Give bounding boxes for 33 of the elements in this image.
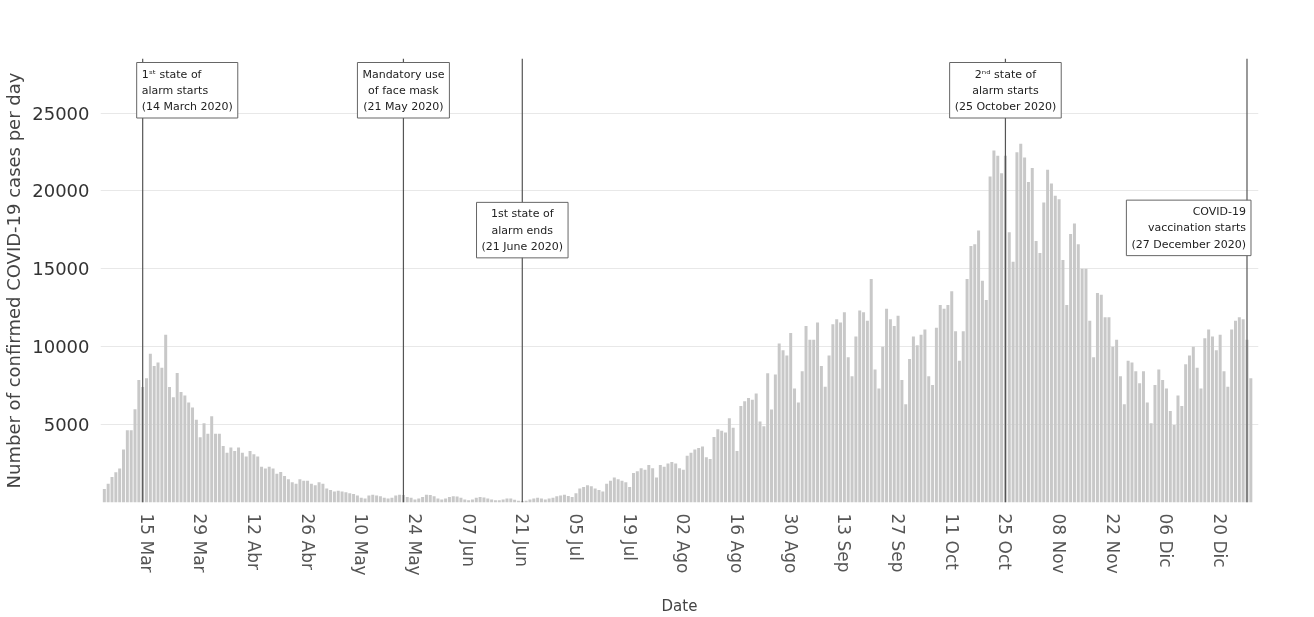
x-tick-label: 26 Abr xyxy=(297,513,318,570)
x-tick-label: 06 Dic xyxy=(1156,513,1177,568)
x-tick-label: 21 Jun xyxy=(512,513,533,568)
y-tick-label: 15000 xyxy=(32,258,90,280)
y-tick-label: 5000 xyxy=(43,414,90,436)
x-tick-label: 24 May xyxy=(404,513,425,576)
y-axis-title: Number of confirmed COVID-19 cases per day xyxy=(3,72,25,489)
ref-line-label: 2ⁿᵈ state of alarm starts (25 October 2020) xyxy=(954,67,1057,113)
x-tick-label: 10 May xyxy=(351,513,372,576)
x-tick-label: 27 Sep xyxy=(888,513,909,573)
x-tick-label: 12 Abr xyxy=(243,513,264,570)
x-tick-label: 20 Dic xyxy=(1210,513,1231,568)
ref-line-label: Mandatory use of face mask (21 May 2020) xyxy=(362,67,445,113)
ref-line-label: 1ˢᵗ state of alarm starts (14 March 2020) xyxy=(141,67,233,113)
y-tick-label: 10000 xyxy=(32,336,90,358)
x-tick-label: 02 Ago xyxy=(673,513,694,574)
x-tick-label: 22 Nov xyxy=(1102,513,1123,574)
ref-line-label: 1st state of alarm ends (21 June 2020) xyxy=(481,207,564,253)
x-tick-label: 19 Jul xyxy=(619,513,640,562)
x-tick-label: 15 Mar xyxy=(136,513,157,573)
x-tick-label: 07 Jun xyxy=(458,513,479,568)
x-tick-label: 30 Ago xyxy=(780,513,801,574)
x-tick-label: 08 Nov xyxy=(1049,513,1070,574)
x-tick-label: 29 Mar xyxy=(190,513,211,573)
x-tick-label: 16 Ago xyxy=(727,513,748,574)
x-tick-label: 05 Jul xyxy=(565,513,586,562)
x-axis-title: Date xyxy=(661,596,698,615)
x-tick-label: 11 Oct xyxy=(941,513,962,571)
x-tick-label: 25 Oct xyxy=(995,513,1016,571)
y-tick-label: 25000 xyxy=(32,102,90,124)
y-tick-label: 20000 xyxy=(32,180,90,202)
x-tick-label: 13 Sep xyxy=(834,513,855,573)
ref-line-label: COVID-19 vaccination starts (27 December 2020) xyxy=(1131,205,1247,251)
